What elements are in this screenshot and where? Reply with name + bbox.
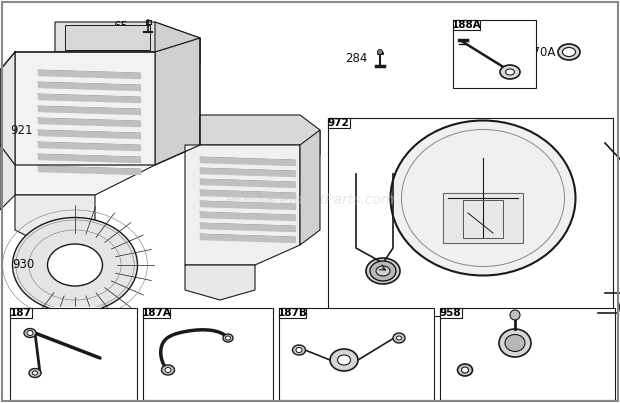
- Polygon shape: [15, 52, 155, 195]
- Bar: [453, 20, 536, 88]
- Polygon shape: [185, 145, 300, 265]
- Text: 601A: 601A: [448, 381, 473, 391]
- Ellipse shape: [393, 333, 405, 343]
- Bar: [440, 308, 615, 400]
- Ellipse shape: [32, 371, 37, 375]
- Ellipse shape: [376, 266, 390, 276]
- Ellipse shape: [562, 48, 575, 56]
- Bar: [65, 25, 150, 50]
- Polygon shape: [15, 195, 95, 250]
- Text: 187: 187: [10, 308, 32, 318]
- Ellipse shape: [330, 349, 358, 371]
- Text: 187B: 187B: [278, 308, 308, 318]
- Bar: [143, 308, 170, 318]
- Ellipse shape: [293, 345, 306, 355]
- Bar: [328, 118, 350, 128]
- Text: 601: 601: [404, 345, 422, 355]
- Bar: [443, 193, 523, 243]
- Bar: [143, 308, 273, 400]
- Text: 957: 957: [333, 287, 353, 297]
- Ellipse shape: [397, 336, 402, 340]
- Ellipse shape: [461, 367, 469, 373]
- Polygon shape: [155, 22, 200, 165]
- Text: 240: 240: [327, 376, 345, 386]
- Polygon shape: [300, 130, 320, 245]
- Text: 601: 601: [288, 358, 306, 368]
- Ellipse shape: [223, 334, 233, 342]
- Text: 670A: 670A: [525, 46, 556, 58]
- Ellipse shape: [499, 329, 531, 357]
- Polygon shape: [185, 265, 255, 300]
- Text: 601: 601: [229, 381, 247, 391]
- Ellipse shape: [226, 336, 231, 340]
- Bar: [10, 308, 32, 318]
- Circle shape: [378, 50, 383, 54]
- Text: 921: 921: [10, 123, 32, 137]
- Text: 187A: 187A: [141, 308, 172, 318]
- Polygon shape: [55, 22, 200, 65]
- Text: 972: 972: [328, 118, 350, 128]
- Ellipse shape: [161, 365, 174, 375]
- Text: eReplacementParts.com: eReplacementParts.com: [225, 193, 395, 207]
- Text: 188A: 188A: [451, 20, 481, 30]
- Bar: [279, 308, 306, 318]
- Ellipse shape: [505, 69, 515, 75]
- Ellipse shape: [505, 334, 525, 351]
- Ellipse shape: [458, 364, 472, 376]
- Text: 930: 930: [12, 258, 34, 272]
- Ellipse shape: [558, 44, 580, 60]
- Ellipse shape: [24, 328, 36, 337]
- Bar: [440, 308, 461, 318]
- Text: 284: 284: [345, 52, 368, 64]
- Polygon shape: [0, 52, 15, 210]
- Polygon shape: [200, 115, 320, 155]
- Ellipse shape: [12, 218, 138, 312]
- Ellipse shape: [366, 258, 400, 284]
- Ellipse shape: [165, 368, 171, 372]
- Text: 601: 601: [81, 381, 99, 391]
- Ellipse shape: [296, 347, 302, 353]
- Ellipse shape: [27, 330, 33, 336]
- Text: 65: 65: [113, 19, 128, 33]
- Ellipse shape: [370, 261, 396, 281]
- Ellipse shape: [391, 120, 575, 276]
- Bar: [453, 20, 480, 30]
- Ellipse shape: [29, 368, 41, 378]
- Circle shape: [510, 310, 520, 320]
- Bar: [10, 308, 137, 400]
- Text: 958: 958: [440, 308, 461, 318]
- Bar: [279, 308, 434, 400]
- Bar: [463, 200, 503, 238]
- Text: 921A: 921A: [205, 309, 235, 322]
- Ellipse shape: [337, 355, 350, 365]
- Bar: [328, 118, 613, 316]
- Ellipse shape: [48, 244, 102, 286]
- Ellipse shape: [500, 65, 520, 79]
